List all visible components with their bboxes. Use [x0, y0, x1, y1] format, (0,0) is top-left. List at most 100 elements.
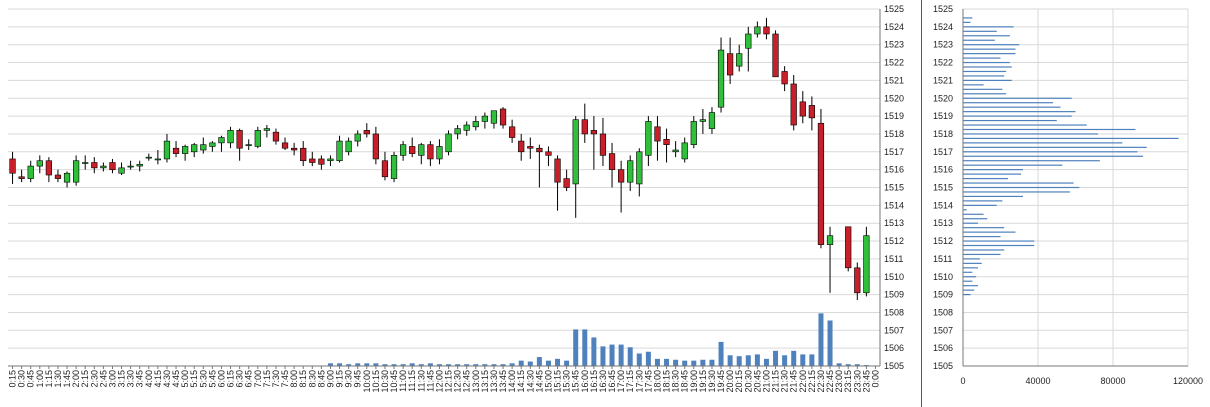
candle-body: [554, 158, 561, 183]
profile-bar: [963, 146, 1147, 148]
volume-bar: [427, 363, 433, 366]
time-tick-label: 8:45: [316, 370, 326, 388]
price-tick-label: 1511: [884, 254, 903, 264]
profile-bar: [963, 26, 1014, 28]
volume-bar: [346, 364, 352, 366]
time-tick-label: 9:45: [353, 370, 363, 388]
profile-bar: [963, 218, 988, 220]
time-tick-label: 12:30: [453, 370, 463, 393]
profile-bar: [963, 289, 975, 291]
profile-bar: [963, 48, 1016, 50]
profile-bar: [963, 262, 982, 264]
profile-bar: [963, 57, 1001, 59]
candle-body: [717, 49, 725, 108]
profile-bar: [963, 142, 1123, 144]
time-tick-label: 14:00: [507, 370, 517, 393]
time-tick-label: 1:45: [62, 370, 72, 388]
time-tick-label: 19:30: [707, 370, 717, 393]
time-axis: 0:15 0:30 0:45 1:00 1:15 1:30 1:45 2:00 2:15 2:30…: [8, 366, 880, 393]
time-tick-label: 11:30: [416, 370, 426, 392]
volume-bar: [682, 360, 688, 366]
volume-bar: [700, 359, 706, 366]
profile-volume-tick-label: 120000: [1173, 376, 1203, 386]
time-tick-label: 9:30: [344, 370, 354, 388]
time-tick-label: 8:00: [289, 370, 299, 388]
candle-body: [363, 130, 370, 135]
volume-bar: [618, 344, 624, 366]
time-tick-label: 3:30: [126, 370, 136, 388]
time-tick-label: 5:00: [180, 370, 190, 388]
volume-bar: [446, 364, 452, 366]
volume-bar: [327, 363, 333, 366]
profile-bar: [963, 35, 1010, 37]
profile-price-tick-label: 1520: [933, 93, 953, 103]
volume-bar: [673, 359, 679, 366]
candle-body: [345, 140, 352, 153]
profile-bar: [963, 70, 1007, 73]
volume-bar: [482, 364, 488, 366]
candle-body: [599, 133, 607, 156]
profile-bar: [963, 231, 1016, 233]
time-tick-label: 22:45: [825, 370, 835, 393]
price-tick-label: 1508: [884, 307, 904, 317]
profile-price-axis: 1505 1506 1507 1508 1509 1510 1511 1512 1513 1514…: [933, 4, 953, 371]
candle-body: [336, 140, 343, 162]
time-tick-label: 17:45: [643, 370, 653, 393]
time-tick-label: 22:00: [798, 370, 808, 393]
profile-bar: [963, 133, 1098, 135]
profile-bar: [963, 106, 1061, 108]
candle-body: [390, 155, 398, 179]
profile-bars: [963, 17, 1179, 296]
candle-body: [808, 105, 815, 119]
candle-body: [372, 133, 379, 160]
profile-volume-axis: 0 40000 80000 120000: [960, 9, 1203, 386]
candle-body: [854, 267, 861, 294]
candle-body: [245, 144, 252, 146]
candle-body: [472, 121, 479, 128]
volume-bar: [745, 355, 751, 366]
profile-bar: [963, 111, 1076, 113]
profile-bar: [963, 164, 1063, 166]
profile-bar: [963, 17, 973, 19]
volume-bar: [800, 354, 806, 366]
profile-price-tick-label: 1509: [933, 290, 953, 300]
candle-body: [645, 121, 652, 156]
time-tick-label: 21:15: [771, 370, 781, 393]
profile-price-tick-label: 1516: [933, 165, 953, 175]
time-tick-label: 0:00: [870, 370, 880, 388]
profile-bar: [963, 285, 978, 287]
profile-price-tick-label: 1519: [933, 111, 953, 121]
volume-bar: [591, 337, 597, 366]
volume-bar: [373, 363, 379, 366]
profile-bar: [963, 137, 1179, 140]
candle-body: [318, 158, 325, 165]
time-tick-label: 10:15: [371, 370, 381, 393]
candle-body: [27, 165, 34, 179]
time-tick-label: 0:45: [26, 370, 36, 388]
volume-bar: [355, 363, 361, 366]
time-tick-label: 18:00: [652, 370, 662, 393]
profile-price-tick-label: 1521: [933, 75, 953, 85]
price-tick-label: 1517: [884, 147, 904, 157]
volume-bar: [791, 350, 797, 366]
volume-bars: [327, 313, 869, 367]
volume-bar: [727, 355, 733, 366]
candle-body: [817, 122, 825, 245]
candle-body: [400, 144, 407, 156]
time-tick-label: 2:45: [98, 370, 108, 388]
volume-bar: [391, 364, 397, 366]
candle-body: [572, 119, 579, 185]
price-tick-label: 1521: [884, 75, 904, 85]
time-tick-label: 11:45: [425, 370, 435, 392]
candle-body: [490, 110, 498, 124]
volume-bar: [845, 364, 851, 366]
time-tick-label: 23:00: [834, 370, 844, 393]
time-tick-label: 9:15: [335, 370, 345, 388]
time-tick-label: 6:00: [216, 370, 226, 388]
volume-bar: [718, 341, 724, 366]
time-tick-label: 18:15: [662, 370, 672, 393]
candle-body: [427, 144, 434, 160]
time-tick-label: 5:45: [207, 370, 217, 388]
time-tick-label: 23:30: [852, 370, 862, 393]
candle-body: [263, 128, 270, 131]
